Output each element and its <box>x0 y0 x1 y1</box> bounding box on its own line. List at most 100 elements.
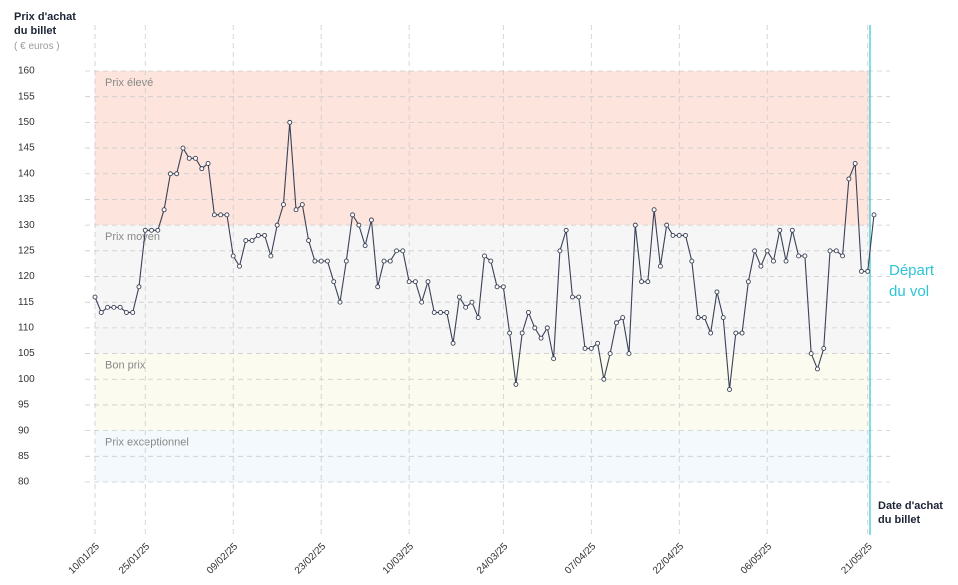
price-point <box>431 310 437 315</box>
price-point <box>551 356 557 362</box>
price-point <box>752 248 758 254</box>
price-point <box>689 258 695 264</box>
price-point <box>456 294 462 300</box>
y-tick-label: 145 <box>18 143 35 154</box>
price-point <box>727 387 732 392</box>
price-point <box>419 299 425 305</box>
price-point <box>199 166 205 172</box>
y-tick-label: 115 <box>18 297 34 308</box>
price-point <box>544 325 550 331</box>
price-point <box>764 248 770 254</box>
band <box>95 353 870 431</box>
price-point <box>218 212 224 218</box>
price-point <box>356 222 362 228</box>
y-tick-label: 90 <box>18 425 30 436</box>
price-point <box>324 258 330 264</box>
x-tick-label: 22/04/25 <box>651 541 687 577</box>
y-tick-label: 95 <box>18 400 30 411</box>
price-point <box>595 340 601 346</box>
price-point <box>111 304 117 310</box>
price-point <box>387 258 393 264</box>
price-point <box>299 202 305 208</box>
price-point <box>651 207 657 213</box>
price-point <box>136 284 142 290</box>
price-point <box>224 212 230 218</box>
price-point <box>620 315 626 321</box>
price-point <box>777 227 783 233</box>
price-point <box>306 238 312 243</box>
price-point <box>626 351 632 357</box>
price-point <box>438 310 443 315</box>
y-axis-unit: ( € euros ) <box>14 41 60 52</box>
price-point <box>783 258 789 264</box>
price-point <box>570 294 575 300</box>
x-tick-label: 10/03/25 <box>381 541 417 577</box>
price-point <box>858 268 864 274</box>
x-tick-label: 25/01/25 <box>117 541 153 577</box>
price-point <box>425 279 431 285</box>
price-point <box>180 145 186 151</box>
y-tick-label: 105 <box>18 348 35 359</box>
price-point <box>607 351 613 357</box>
price-point <box>695 315 701 321</box>
y-tick-label: 85 <box>18 451 30 462</box>
price-point <box>105 304 111 310</box>
price-point <box>526 310 531 315</box>
price-point <box>639 279 645 285</box>
price-point <box>117 304 123 310</box>
price-point <box>475 315 481 321</box>
y-tick-label: 155 <box>18 91 35 102</box>
y-tick-label: 135 <box>18 194 35 205</box>
price-point <box>193 155 198 161</box>
price-point <box>601 376 607 382</box>
price-point <box>632 222 638 228</box>
y-tick-label: 130 <box>18 220 35 231</box>
price-point <box>463 304 469 310</box>
price-point <box>683 232 688 238</box>
price-point <box>613 320 619 326</box>
price-point <box>92 294 98 300</box>
price-point <box>840 253 846 259</box>
price-point <box>582 345 588 351</box>
price-point <box>576 294 582 300</box>
price-point <box>865 268 871 274</box>
price-point <box>808 351 814 357</box>
price-point <box>657 263 663 269</box>
price-point <box>538 335 544 341</box>
price-point <box>833 248 839 254</box>
price-point <box>802 253 808 259</box>
price-point <box>519 330 525 336</box>
price-point <box>846 176 852 182</box>
y-axis-title: Prix d'achat du billet <box>14 11 76 37</box>
price-point <box>205 161 211 166</box>
price-point <box>714 289 720 295</box>
price-point <box>318 258 324 264</box>
price-point <box>444 310 450 315</box>
price-point <box>827 248 833 254</box>
x-tick-label: 10/01/25 <box>67 541 103 577</box>
price-point <box>821 345 827 351</box>
y-tick-label: 160 <box>18 66 35 77</box>
price-point <box>871 212 877 218</box>
price-point <box>557 248 563 254</box>
price-point <box>513 381 519 387</box>
price-point <box>758 263 764 269</box>
price-point <box>281 202 286 208</box>
x-tick-label: 21/05/25 <box>839 541 875 577</box>
x-tick-label: 06/05/25 <box>739 541 775 577</box>
price-point <box>500 284 506 290</box>
price-point <box>98 310 104 315</box>
price-point <box>337 299 343 305</box>
x-tick-label: 24/03/25 <box>475 541 511 577</box>
price-point <box>394 248 399 254</box>
price-point <box>494 284 500 290</box>
price-point <box>733 330 739 336</box>
price-point <box>243 238 249 243</box>
price-point <box>664 222 670 228</box>
price-point <box>815 366 820 372</box>
y-tick-label: 125 <box>18 245 35 256</box>
price-point <box>701 315 707 321</box>
y-tick-label: 120 <box>18 271 35 282</box>
